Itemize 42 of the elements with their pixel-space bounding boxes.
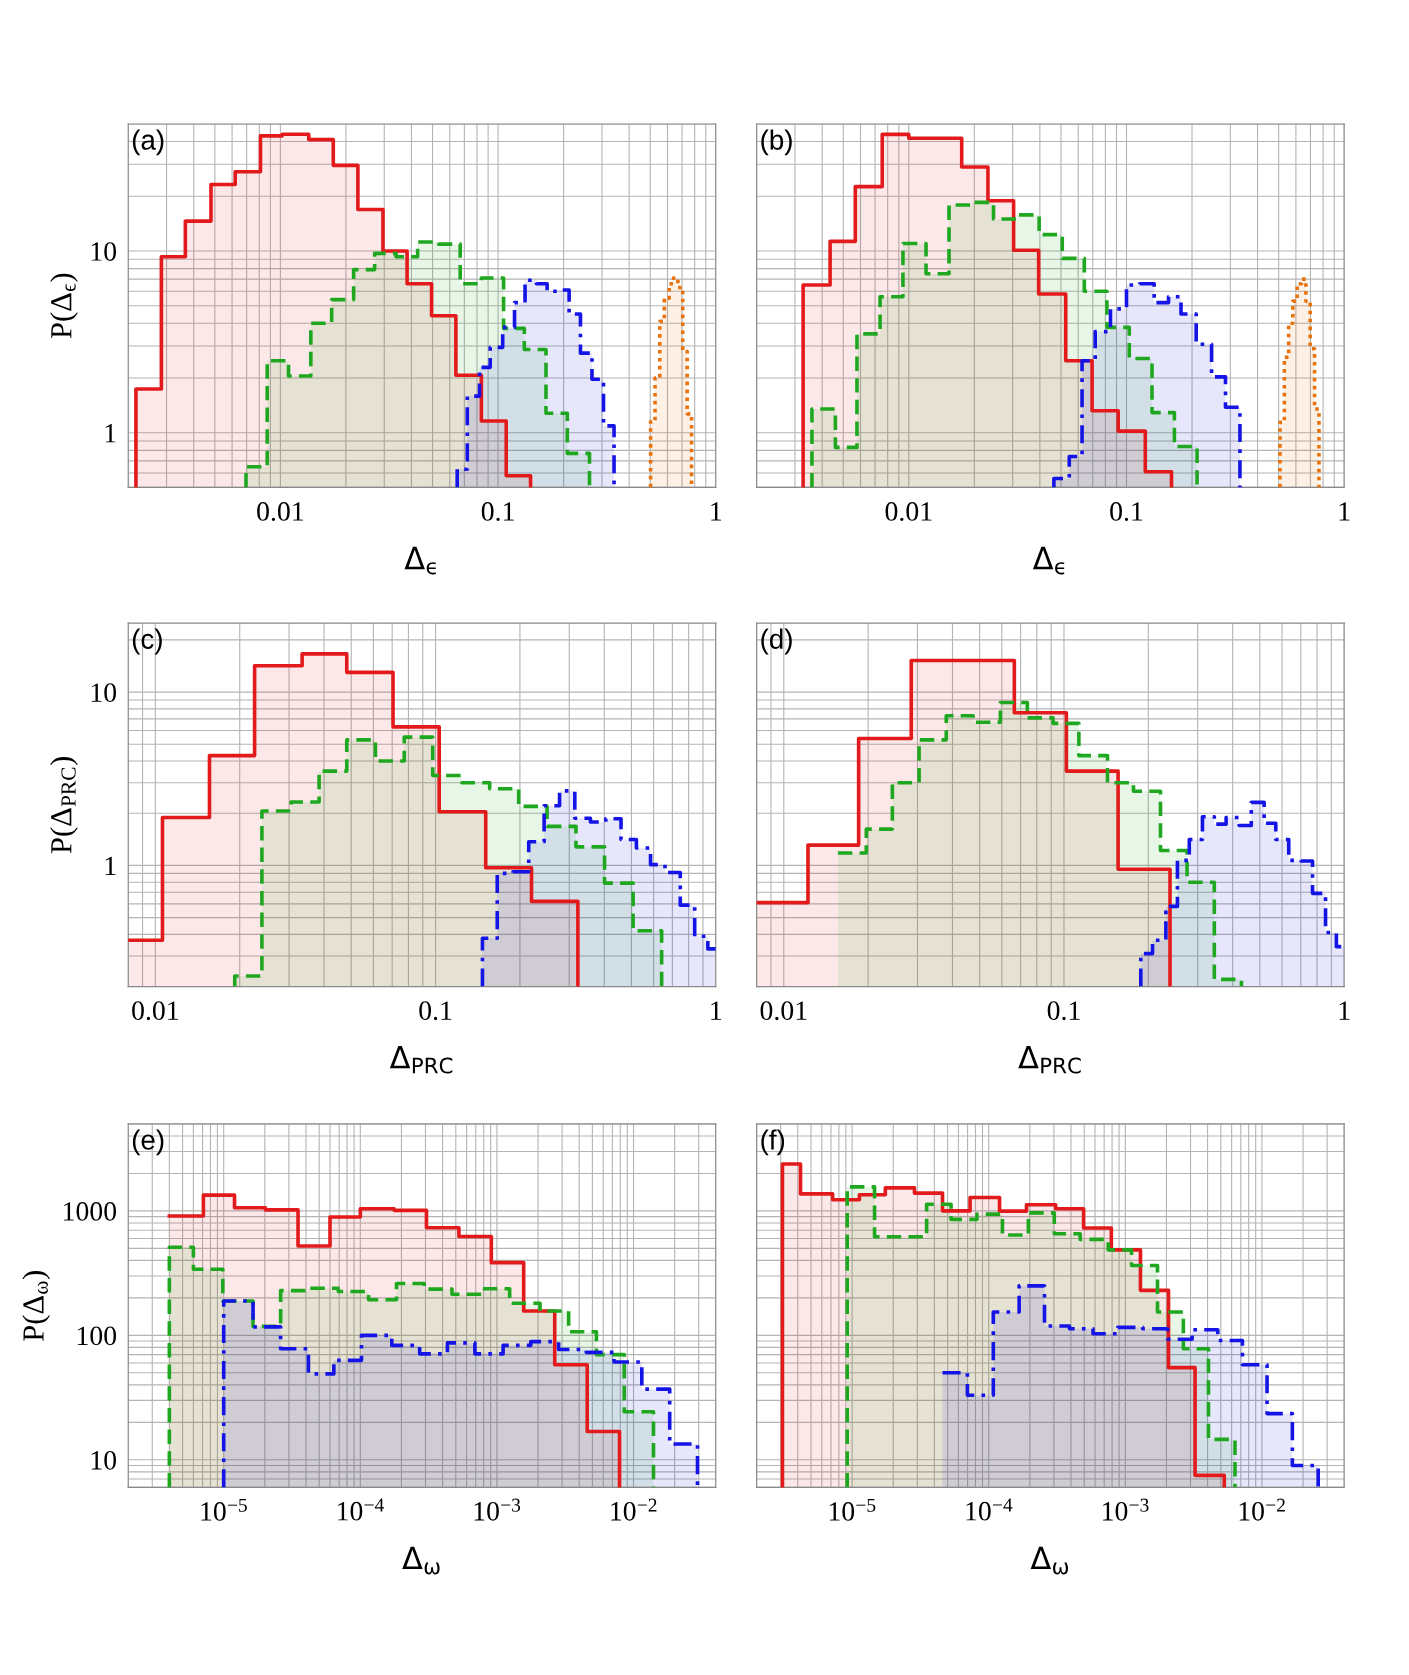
- y-tick-label: 10: [91, 683, 117, 702]
- y-tick-label: 100: [77, 1326, 117, 1346]
- y-axis-title: P(Δ$_{ϵ}$): [50, 273, 78, 339]
- y-tick-label: 1: [105, 856, 116, 876]
- x-axis-title: Δ$_{PRC}$: [389, 1046, 453, 1074]
- x-tick-label: 0.1: [419, 1001, 452, 1021]
- annotation: (a): [132, 129, 164, 156]
- annotation: (d): [761, 628, 792, 655]
- x-tick-label: 10$^{−3}$: [474, 1498, 521, 1521]
- y-tick-label: 1000: [64, 1202, 117, 1221]
- x-tick-label: 0.01: [257, 502, 304, 521]
- x-axis-title: Δ$_{ϵ}$: [1032, 546, 1065, 575]
- x-tick-label: 1: [711, 502, 722, 521]
- annotation: (e): [132, 1129, 164, 1156]
- y-tick-label: 10: [91, 1450, 117, 1470]
- x-tick-label: 0.1: [481, 502, 514, 521]
- x-tick-label: 0.01: [132, 1001, 179, 1021]
- x-tick-label: 10$^{−3}$: [1103, 1498, 1149, 1521]
- x-tick-label: 0.1: [1110, 502, 1143, 521]
- x-axis-title: Δ$_{ϵ}$: [404, 546, 436, 575]
- x-tick-label: 10$^{−5}$: [201, 1498, 247, 1521]
- x-tick-label: 1: [711, 1001, 722, 1020]
- y-tick-label: 1: [105, 424, 116, 443]
- x-tick-label: 1: [1339, 1001, 1350, 1020]
- x-tick-label: 0.1: [1047, 1001, 1080, 1021]
- y-tick-label: 10: [91, 242, 117, 261]
- x-axis-title: Δ$_{ω}$: [1030, 1546, 1069, 1575]
- y-axis-title: P(Δ$_{ω}$): [22, 1271, 51, 1341]
- x-tick-label: 10$^{−4}$: [966, 1498, 1013, 1521]
- annotation: (c): [132, 628, 162, 655]
- x-tick-label: 0.01: [760, 1001, 807, 1021]
- y-axis-title: P(Δ$_{PRC}$): [50, 757, 78, 854]
- x-tick-label: 0.01: [885, 502, 932, 521]
- annotation: (b): [761, 129, 792, 156]
- x-tick-label: 1: [1339, 502, 1350, 521]
- x-tick-label: 10$^{−4}$: [338, 1498, 384, 1521]
- x-tick-label: 10$^{−5}$: [829, 1498, 876, 1521]
- x-axis-title: Δ$_{ω}$: [402, 1546, 440, 1575]
- x-tick-label: 10$^{−2}$: [1239, 1498, 1285, 1521]
- x-tick-label: 10$^{−2}$: [611, 1498, 657, 1521]
- annotation: (f): [761, 1129, 785, 1156]
- x-axis-title: Δ$_{PRC}$: [1018, 1046, 1081, 1074]
